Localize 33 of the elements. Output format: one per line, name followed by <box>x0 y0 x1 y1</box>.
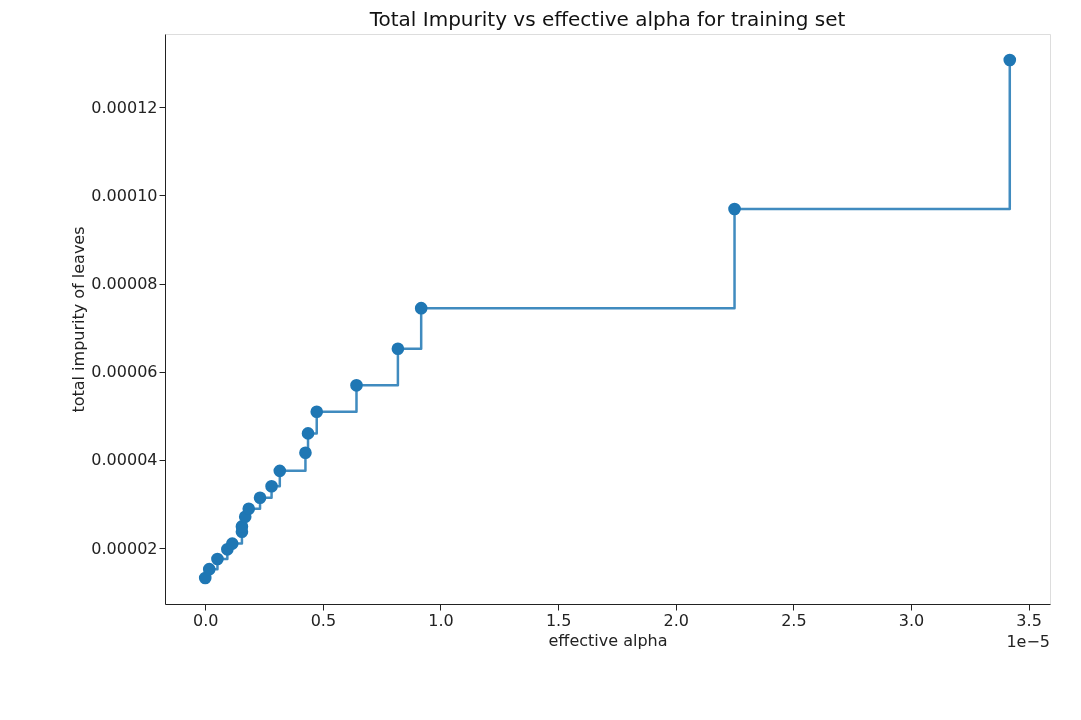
x-tick-label: 1.0 <box>428 610 454 630</box>
point <box>273 464 287 478</box>
y-tick-label: 0.00002 <box>91 538 158 558</box>
point <box>211 552 224 566</box>
y-tick-label: 0.00004 <box>91 450 158 470</box>
point <box>265 479 278 493</box>
x-tick-label: 2.0 <box>663 610 689 630</box>
y-axis-title: total impurity of leaves <box>69 226 89 413</box>
point <box>391 342 405 356</box>
x-tick-label: 3.5 <box>1016 610 1042 630</box>
x-tick-label: 0.0 <box>193 610 219 630</box>
point <box>301 427 315 440</box>
point <box>350 379 363 392</box>
y-tick-label: 0.00010 <box>91 185 158 205</box>
point <box>225 537 239 550</box>
text: 1e−5 <box>1006 632 1050 651</box>
x-tick-label: 0.5 <box>310 610 337 630</box>
point <box>202 562 216 576</box>
y-tick-label: 0.00006 <box>91 362 158 382</box>
x-tick-label: 3.0 <box>898 610 925 630</box>
x-tick-label: 2.5 <box>781 610 807 630</box>
point <box>728 202 741 216</box>
point <box>253 491 267 505</box>
point <box>299 446 312 460</box>
chart-title: Total Impurity vs effective alpha for training set <box>368 7 846 31</box>
point <box>310 405 324 419</box>
point <box>1003 53 1017 67</box>
y-tick-label: 0.00012 <box>91 97 158 117</box>
x-axis-title: effective alpha <box>548 630 668 650</box>
x-tick-label: 1.5 <box>545 610 572 630</box>
point <box>414 301 428 315</box>
y-tick-label: 0.00008 <box>91 274 158 294</box>
point <box>242 502 256 516</box>
